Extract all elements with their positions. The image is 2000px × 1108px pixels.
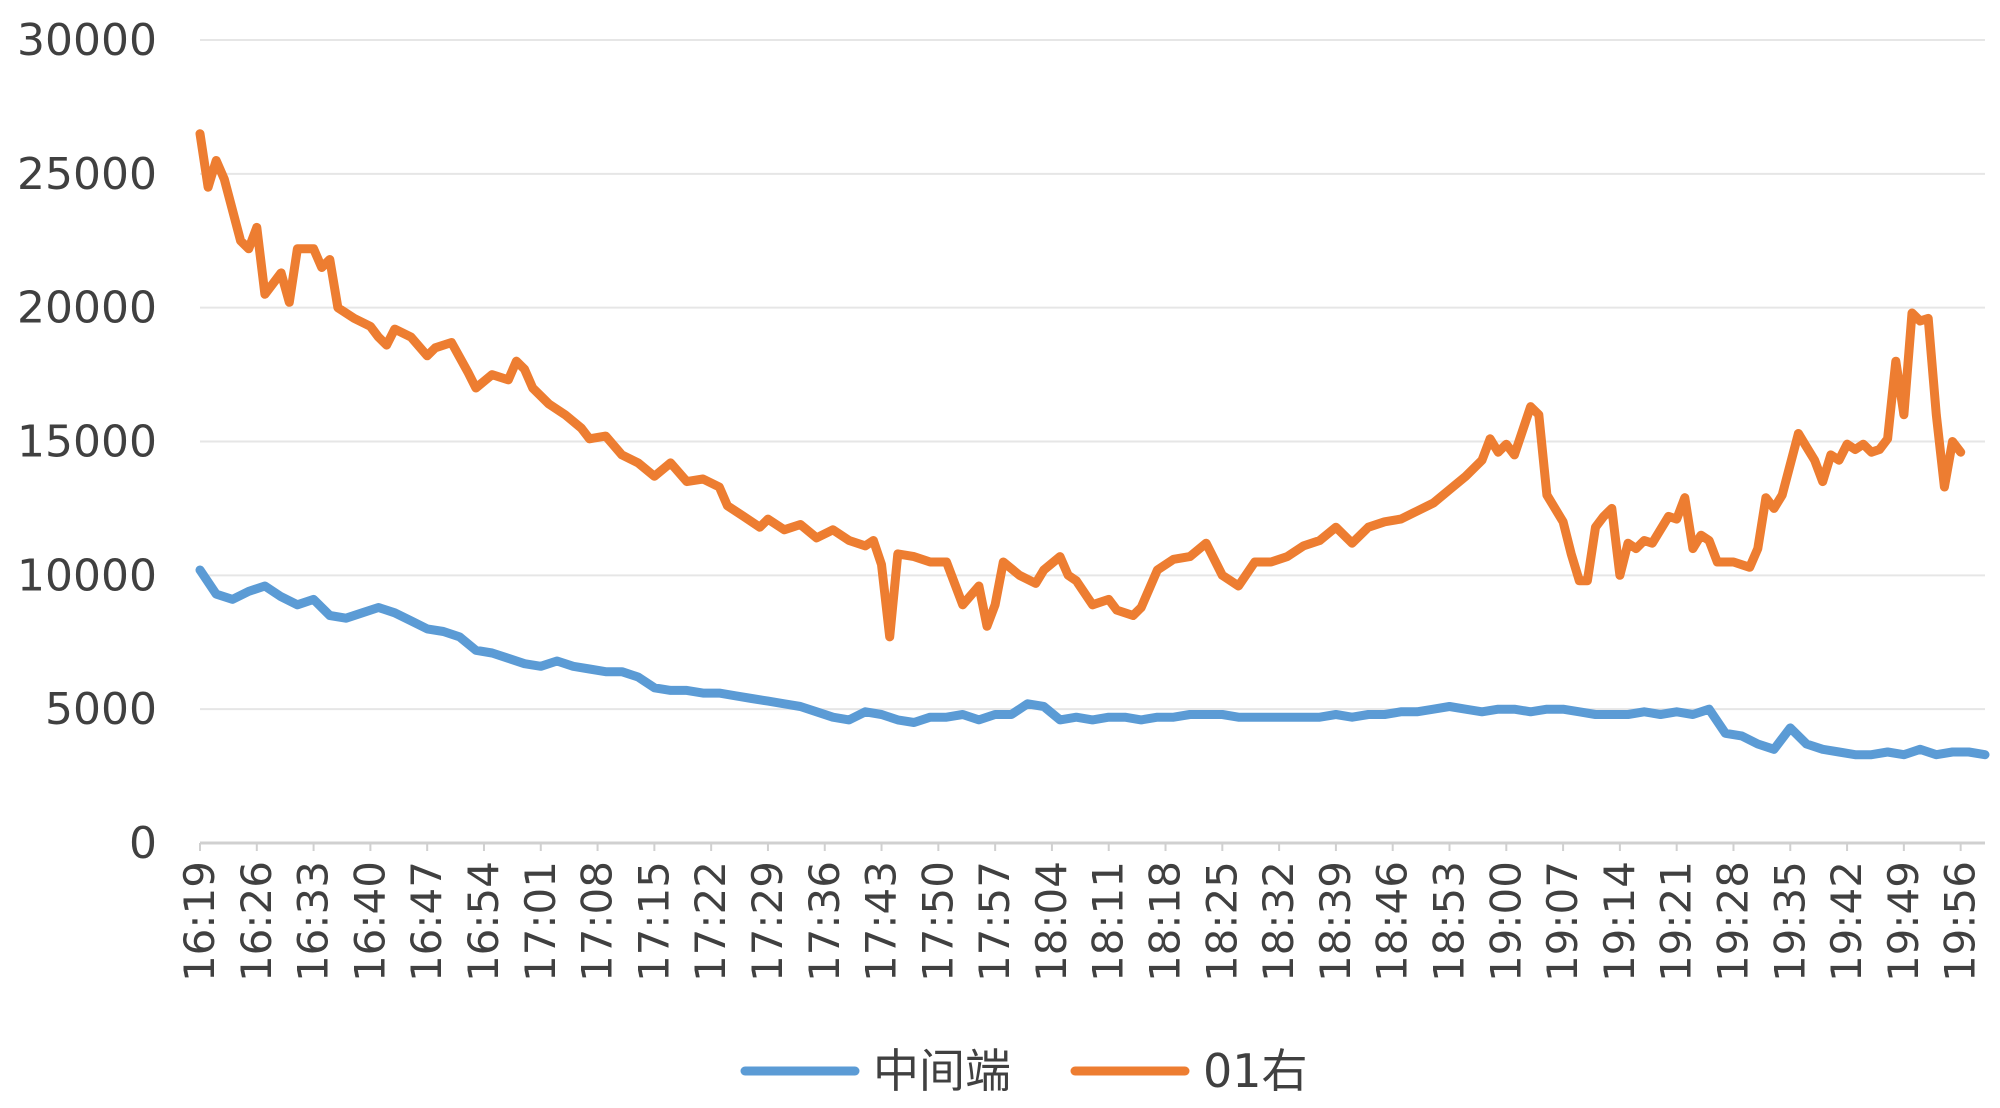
x-tick-label: 17:15 xyxy=(629,861,678,982)
x-tick-label: 19:00 xyxy=(1481,861,1530,982)
y-tick-label: 20000 xyxy=(17,283,157,334)
x-tick-label: 17:08 xyxy=(573,861,622,982)
legend-item-right-01: 01右 xyxy=(1070,1044,1308,1098)
x-tick-label: 17:36 xyxy=(800,861,849,982)
x-tick-label: 19:07 xyxy=(1538,861,1587,982)
x-tick-label: 16:26 xyxy=(232,861,281,982)
x-tick-label: 16:47 xyxy=(402,861,451,982)
x-tick-label: 17:50 xyxy=(913,861,962,982)
legend-item-middle-end: 中间端 xyxy=(740,1044,1011,1098)
x-tick-label: 18:46 xyxy=(1368,861,1417,982)
x-tick-label: 18:32 xyxy=(1254,861,1303,982)
y-tick-label: 10000 xyxy=(17,550,157,601)
gridlines xyxy=(200,39,1985,845)
x-tick-label: 18:25 xyxy=(1197,861,1246,982)
x-tick-label: 19:21 xyxy=(1652,861,1701,982)
series-line-right-01 xyxy=(195,129,1966,642)
x-tick-label: 19:28 xyxy=(1708,861,1757,982)
y-tick-label: 5000 xyxy=(45,684,157,735)
x-tick-label: 16:54 xyxy=(459,861,508,982)
x-tick-label: 19:49 xyxy=(1879,861,1928,982)
x-tick-label: 16:40 xyxy=(345,861,394,982)
x-tick-label: 19:35 xyxy=(1765,861,1814,982)
x-tick-label: 19:14 xyxy=(1595,861,1644,982)
x-axis-ticks: 16:19 16:26 16:33 16:40 16:47 16:54 17:01 17:08… xyxy=(175,843,1985,982)
x-tick-label: 19:56 xyxy=(1936,861,1985,982)
x-tick-label: 16:19 xyxy=(175,861,224,982)
legend: 中间端 01右 xyxy=(740,1044,1308,1098)
x-tick-label: 17:22 xyxy=(686,861,735,982)
y-axis-ticks: 0 5000 10000 15000 20000 25000 30000 xyxy=(17,15,157,869)
x-tick-label: 19:42 xyxy=(1822,861,1871,982)
x-tick-label: 18:11 xyxy=(1084,861,1133,982)
y-tick-label: 25000 xyxy=(17,149,157,200)
series-line-middle-end xyxy=(195,565,1990,760)
x-tick-label: 17:01 xyxy=(516,861,565,982)
x-tick-label: 17:43 xyxy=(857,861,906,982)
x-tick-label: 16:33 xyxy=(289,861,338,982)
x-tick-label: 17:29 xyxy=(743,861,792,982)
legend-label: 中间端 xyxy=(873,1044,1011,1098)
series-lines xyxy=(195,129,1990,760)
y-tick-label: 0 xyxy=(129,818,157,869)
legend-label: 01右 xyxy=(1203,1044,1308,1098)
x-tick-label: 18:04 xyxy=(1027,861,1076,982)
x-tick-label: 18:39 xyxy=(1311,861,1360,982)
y-tick-label: 30000 xyxy=(17,15,157,66)
x-tick-label: 18:18 xyxy=(1141,861,1190,982)
y-tick-label: 15000 xyxy=(17,417,157,468)
x-tick-label: 17:57 xyxy=(970,861,1019,982)
x-tick-label: 18:53 xyxy=(1425,861,1474,982)
